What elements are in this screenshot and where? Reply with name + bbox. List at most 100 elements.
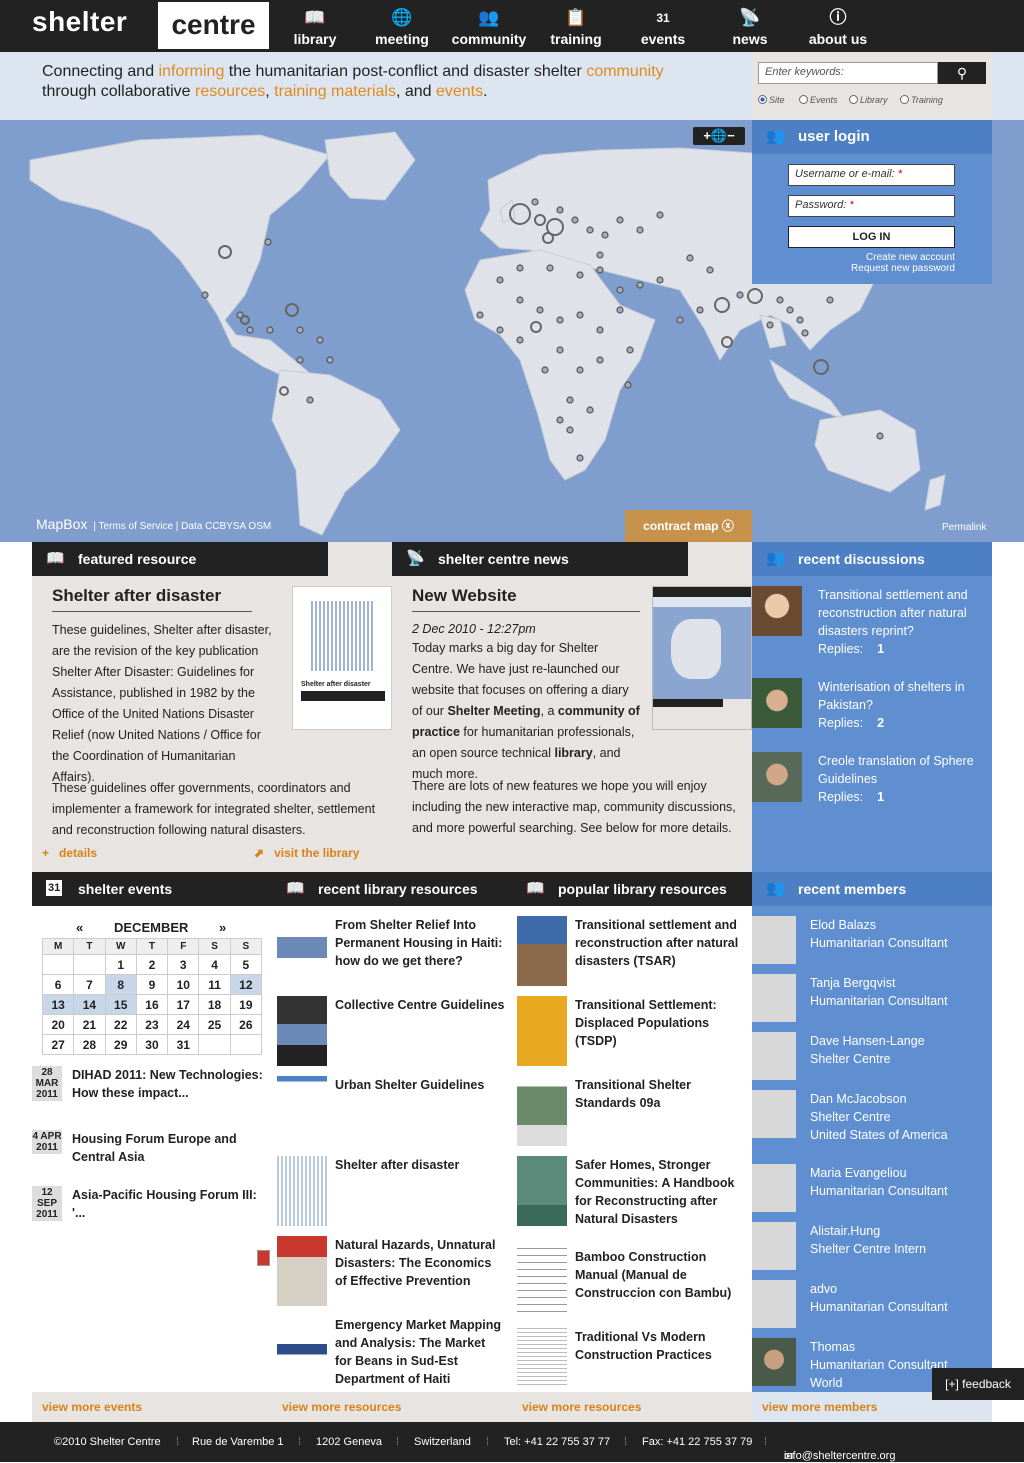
member-item[interactable]: Elod Balazs Humanitarian Consultant <box>752 916 992 972</box>
view-more-recent-resources-link[interactable]: view more resources <box>272 1392 512 1422</box>
nav-training[interactable]: 📋 training <box>544 0 608 52</box>
request-password-link[interactable]: Request new password <box>851 263 955 274</box>
calendar-day[interactable]: 20 <box>41 1014 75 1035</box>
calendar-day[interactable]: 9 <box>135 974 169 995</box>
password-field[interactable]: Password: * <box>788 195 955 217</box>
calendar-day[interactable]: 12 <box>229 974 263 995</box>
resource-item[interactable]: Natural Hazards, Unnatural Disasters: Th… <box>277 1236 512 1308</box>
member-item[interactable]: advo Humanitarian Consultant <box>752 1280 992 1336</box>
calendar-day[interactable]: 15 <box>104 994 137 1015</box>
member-name[interactable]: Dan McJacobson <box>810 1092 907 1106</box>
login-button[interactable]: LOG IN <box>788 226 955 248</box>
resource-title[interactable]: Transitional Shelter Standards 09a <box>575 1078 692 1110</box>
member-name[interactable]: Maria Evangeliou <box>810 1166 907 1180</box>
resource-title[interactable]: Transitional settlement and reconstructi… <box>575 918 739 968</box>
calendar-day[interactable]: 25 <box>198 1014 231 1035</box>
nav-community[interactable]: 👥 community <box>448 0 530 52</box>
nav-news[interactable]: 📡 news <box>722 0 778 52</box>
featured-title[interactable]: Shelter after disaster <box>52 586 222 605</box>
member-item[interactable]: Dave Hansen-Lange Shelter Centre <box>752 1032 992 1088</box>
calendar-day[interactable]: 1 <box>104 954 137 975</box>
search-button[interactable]: ⚲ <box>938 62 986 84</box>
resource-item[interactable]: Emergency Market Mapping and Analysis: T… <box>277 1316 512 1392</box>
resource-title[interactable]: Collective Centre Guidelines <box>335 998 505 1012</box>
event-title[interactable]: Asia-Pacific Housing Forum III: '... <box>72 1188 257 1220</box>
resource-title[interactable]: Shelter after disaster <box>335 1158 460 1172</box>
resource-title[interactable]: Transitional Settlement: Displaced Popul… <box>575 998 717 1048</box>
member-name[interactable]: Dave Hansen-Lange <box>810 1034 925 1048</box>
calendar-day[interactable]: 28 <box>73 1034 106 1055</box>
resource-title[interactable]: From Shelter Relief Into Permanent Housi… <box>335 918 503 968</box>
search-option-events[interactable]: Events <box>799 95 838 105</box>
member-name[interactable]: advo <box>810 1282 838 1296</box>
member-item[interactable]: Maria Evangeliou Humanitarian Consultant <box>752 1164 992 1220</box>
calendar-day[interactable]: 18 <box>198 994 231 1015</box>
resource-title[interactable]: Natural Hazards, Unnatural Disasters: Th… <box>335 1238 496 1288</box>
nav-events[interactable]: 31 events <box>632 0 694 52</box>
permalink-link[interactable]: Permalink <box>942 522 987 533</box>
discussion-title[interactable]: Winterisation of shelters in Pakistan? <box>818 680 965 712</box>
visit-library-link[interactable]: ⬈ visit the library <box>254 846 360 860</box>
calendar-day[interactable]: 10 <box>167 974 200 995</box>
resource-item[interactable]: Bamboo Construction Manual (Manual de Co… <box>517 1248 752 1320</box>
resource-title[interactable]: Emergency Market Mapping and Analysis: T… <box>335 1318 502 1386</box>
calendar-day[interactable]: 29 <box>104 1034 137 1055</box>
search-input[interactable]: Enter keywords: <box>758 62 938 84</box>
resource-item[interactable]: Urban Shelter Guidelines <box>277 1076 512 1148</box>
discussion-item[interactable]: Creole translation of Sphere Guidelines R… <box>752 752 992 804</box>
discussion-item[interactable]: Winterisation of shelters in Pakistan? Re… <box>752 678 992 730</box>
member-item[interactable]: Alistair.Hung Shelter Centre Intern <box>752 1222 992 1278</box>
resource-item[interactable]: Shelter after disaster <box>277 1156 512 1228</box>
link-community[interactable]: community <box>586 63 664 80</box>
calendar-day[interactable]: 19 <box>229 994 263 1015</box>
link-training-materials[interactable]: training materials <box>274 83 396 100</box>
nav-library[interactable]: 📖 library <box>282 0 348 52</box>
event-title[interactable]: DIHAD 2011: New Technologies: How these … <box>72 1068 263 1100</box>
map-terms-link[interactable]: | Terms of Service | Data CCBYSA OSM <box>93 521 272 532</box>
calendar-next[interactable]: » <box>219 920 227 935</box>
view-more-events-link[interactable]: view more events <box>32 1392 272 1422</box>
search-option-library[interactable]: Library <box>849 95 888 105</box>
calendar-day[interactable]: 22 <box>104 1014 137 1035</box>
calendar-day[interactable]: 2 <box>135 954 169 975</box>
discussion-title[interactable]: Transitional settlement and reconstructi… <box>818 588 968 638</box>
discussion-item[interactable]: Transitional settlement and reconstructi… <box>752 586 992 656</box>
resource-item[interactable]: Traditional Vs Modern Construction Pract… <box>517 1328 752 1390</box>
link-informing[interactable]: informing <box>158 63 225 80</box>
contract-map-button[interactable]: contract map ⓧ <box>625 510 752 542</box>
map-zoom-control[interactable]: +🌐− <box>693 127 745 145</box>
feedback-button[interactable]: [+] feedback <box>932 1368 1024 1400</box>
member-name[interactable]: Alistair.Hung <box>810 1224 881 1238</box>
calendar-day[interactable]: 23 <box>135 1014 169 1035</box>
calendar-day[interactable]: 11 <box>198 974 231 995</box>
member-item[interactable]: Dan McJacobson Shelter Centre United State… <box>752 1090 992 1160</box>
calendar-prev[interactable]: « <box>76 920 84 935</box>
member-item[interactable]: Tanja Bergqvist Humanitarian Consultant <box>752 974 992 1030</box>
logo-centre[interactable]: centre <box>158 2 269 49</box>
calendar-day[interactable]: 24 <box>167 1014 200 1035</box>
calendar-day[interactable]: 27 <box>41 1034 75 1055</box>
resource-item[interactable]: Transitional settlement and reconstructi… <box>517 916 752 988</box>
member-name[interactable]: Thomas <box>810 1340 856 1354</box>
nav-meeting[interactable]: 🌐 meeting <box>368 0 436 52</box>
member-name[interactable]: Elod Balazs <box>810 918 877 932</box>
calendar-day[interactable]: 3 <box>167 954 200 975</box>
discussion-title[interactable]: Creole translation of Sphere Guidelines <box>818 754 974 786</box>
details-link[interactable]: + details <box>42 846 98 860</box>
calendar-day[interactable]: 6 <box>41 974 75 995</box>
resource-item[interactable]: Safer Homes, Stronger Communities: A Han… <box>517 1156 752 1228</box>
member-name[interactable]: Tanja Bergqvist <box>810 976 896 990</box>
logo-shelter[interactable]: shelter <box>32 6 128 37</box>
link-events[interactable]: events <box>435 83 484 100</box>
resource-item[interactable]: Transitional Settlement: Displaced Popul… <box>517 996 752 1068</box>
calendar-day[interactable]: 8 <box>104 974 137 995</box>
search-option-training[interactable]: Training <box>900 95 943 105</box>
resource-title[interactable]: Traditional Vs Modern Construction Pract… <box>575 1330 712 1362</box>
featured-cover-image[interactable]: Shelter after disaster <box>292 586 392 730</box>
calendar-day[interactable]: 21 <box>73 1014 106 1035</box>
calendar-day[interactable]: 7 <box>73 974 106 995</box>
resource-title[interactable]: Safer Homes, Stronger Communities: A Han… <box>575 1158 735 1226</box>
calendar-day[interactable]: 14 <box>73 994 106 1015</box>
username-field[interactable]: Username or e-mail: * <box>788 164 955 186</box>
resource-item[interactable]: Collective Centre Guidelines <box>277 996 512 1068</box>
